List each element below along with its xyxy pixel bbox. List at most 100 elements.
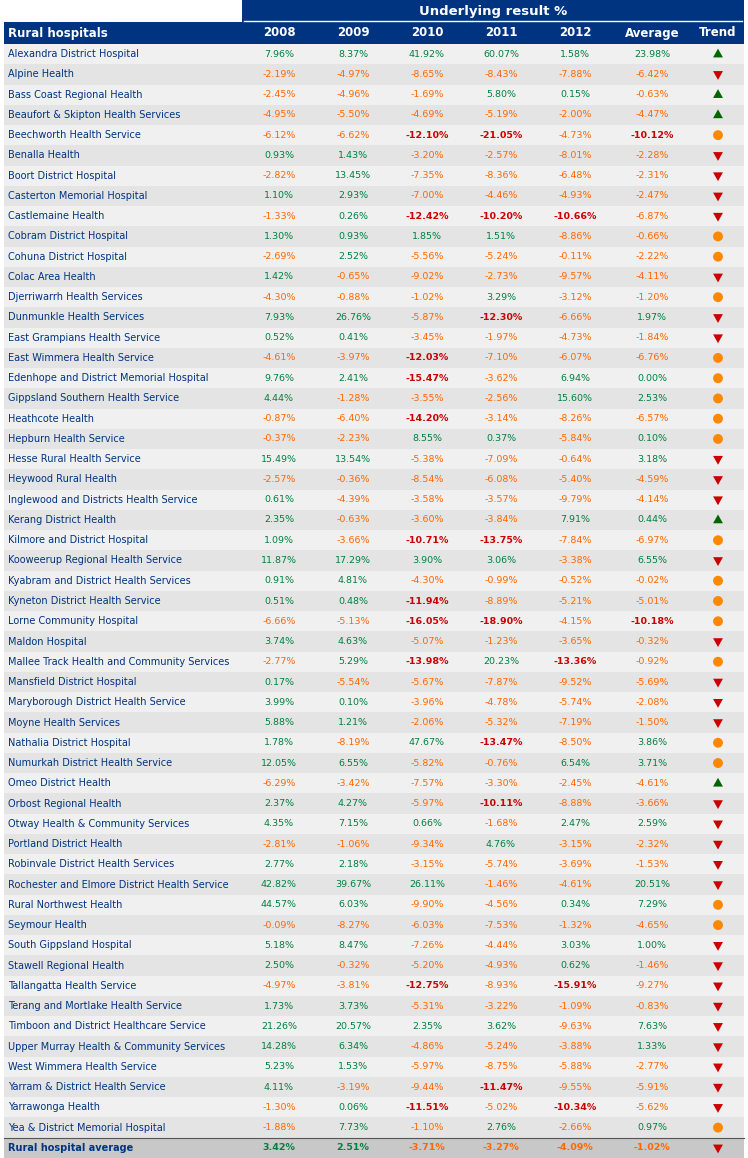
Text: Mansfield District Hospital: Mansfield District Hospital: [8, 677, 136, 687]
Text: 6.54%: 6.54%: [560, 758, 590, 768]
Circle shape: [713, 596, 723, 606]
Text: 0.41%: 0.41%: [338, 334, 368, 343]
Text: 2010: 2010: [411, 27, 444, 39]
Bar: [4, 955, 744, 976]
Text: -0.83%: -0.83%: [635, 1002, 669, 1011]
Text: Orbost Regional Health: Orbost Regional Health: [8, 799, 121, 808]
Text: -5.97%: -5.97%: [411, 1062, 444, 1071]
Circle shape: [713, 921, 723, 930]
Polygon shape: [713, 314, 723, 323]
Text: -5.50%: -5.50%: [337, 110, 370, 119]
Text: 0.52%: 0.52%: [264, 334, 294, 343]
Polygon shape: [713, 1003, 723, 1012]
Polygon shape: [713, 800, 723, 809]
Text: 1.51%: 1.51%: [486, 232, 516, 241]
Polygon shape: [713, 982, 723, 991]
Text: -10.66%: -10.66%: [554, 212, 597, 221]
Text: Kerang District Health: Kerang District Health: [8, 515, 116, 525]
Text: -4.30%: -4.30%: [410, 577, 444, 585]
Text: -5.54%: -5.54%: [337, 677, 370, 687]
Text: 1.43%: 1.43%: [338, 151, 368, 160]
Text: 0.15%: 0.15%: [560, 90, 590, 100]
Text: 26.11%: 26.11%: [409, 880, 445, 889]
Text: -3.66%: -3.66%: [337, 536, 370, 544]
Circle shape: [713, 1122, 723, 1133]
Text: Lorne Community Hospital: Lorne Community Hospital: [8, 616, 138, 626]
Text: 7.15%: 7.15%: [338, 820, 368, 828]
Text: Heywood Rural Health: Heywood Rural Health: [8, 475, 117, 484]
Text: 3.29%: 3.29%: [486, 293, 516, 302]
Text: -7.10%: -7.10%: [484, 353, 518, 362]
Text: -4.30%: -4.30%: [263, 293, 295, 302]
Text: 2.50%: 2.50%: [264, 961, 294, 970]
Text: -3.81%: -3.81%: [337, 981, 370, 990]
Text: -2.73%: -2.73%: [484, 272, 518, 281]
Text: -6.57%: -6.57%: [635, 415, 669, 423]
Text: -5.13%: -5.13%: [337, 617, 370, 625]
Text: -1.02%: -1.02%: [411, 293, 444, 302]
Text: -0.92%: -0.92%: [635, 658, 669, 666]
Text: -6.87%: -6.87%: [635, 212, 669, 221]
Text: -4.09%: -4.09%: [557, 1143, 593, 1152]
Text: Colac Area Health: Colac Area Health: [8, 272, 96, 281]
Text: -5.69%: -5.69%: [635, 677, 669, 687]
Text: -11.47%: -11.47%: [479, 1083, 523, 1092]
Polygon shape: [713, 841, 723, 850]
Polygon shape: [713, 962, 723, 972]
Text: 3.62%: 3.62%: [486, 1021, 516, 1031]
Text: Portland District Health: Portland District Health: [8, 840, 123, 849]
Text: 3.86%: 3.86%: [637, 739, 667, 747]
Polygon shape: [713, 638, 723, 647]
Text: Otway Health & Community Services: Otway Health & Community Services: [8, 819, 189, 829]
Text: -5.31%: -5.31%: [410, 1002, 444, 1011]
Text: -12.75%: -12.75%: [405, 981, 449, 990]
Text: -3.84%: -3.84%: [484, 515, 518, 525]
Text: -5.20%: -5.20%: [411, 961, 444, 970]
Text: -0.09%: -0.09%: [263, 921, 295, 930]
Text: Gippsland Southern Health Service: Gippsland Southern Health Service: [8, 394, 179, 403]
Text: 7.73%: 7.73%: [338, 1123, 368, 1133]
Text: Alexandra District Hospital: Alexandra District Hospital: [8, 49, 139, 59]
Text: -5.62%: -5.62%: [635, 1102, 669, 1112]
Text: -4.47%: -4.47%: [635, 110, 669, 119]
Bar: [4, 166, 744, 185]
Text: Moyne Health Services: Moyne Health Services: [8, 718, 120, 727]
Polygon shape: [713, 1043, 723, 1053]
Text: -4.69%: -4.69%: [411, 110, 444, 119]
Bar: [4, 550, 744, 571]
Text: 2.76%: 2.76%: [486, 1123, 516, 1133]
Text: -5.91%: -5.91%: [635, 1083, 669, 1092]
Text: -5.56%: -5.56%: [411, 252, 444, 262]
Bar: [4, 814, 744, 834]
Text: -4.97%: -4.97%: [337, 69, 370, 79]
Bar: [4, 85, 744, 104]
Text: -2.22%: -2.22%: [635, 252, 669, 262]
Text: 2.52%: 2.52%: [338, 252, 368, 262]
Text: -1.10%: -1.10%: [411, 1123, 444, 1133]
Text: 0.91%: 0.91%: [264, 577, 294, 585]
Text: Yarrawonga Health: Yarrawonga Health: [8, 1102, 100, 1113]
Text: 1.10%: 1.10%: [264, 191, 294, 200]
Text: -1.68%: -1.68%: [484, 820, 518, 828]
Text: 0.34%: 0.34%: [560, 900, 590, 909]
Text: 1.33%: 1.33%: [637, 1042, 667, 1051]
Text: 5.23%: 5.23%: [264, 1062, 294, 1071]
Text: Dunmunkle Health Services: Dunmunkle Health Services: [8, 313, 144, 322]
Polygon shape: [713, 862, 723, 870]
Bar: [4, 712, 744, 733]
Bar: [4, 388, 744, 409]
Text: -4.14%: -4.14%: [635, 496, 669, 504]
Text: 4.63%: 4.63%: [338, 637, 368, 646]
Text: Upper Murray Health & Community Services: Upper Murray Health & Community Services: [8, 1041, 225, 1051]
Text: 6.55%: 6.55%: [338, 758, 368, 768]
Text: Inglewood and Districts Health Service: Inglewood and Districts Health Service: [8, 494, 197, 505]
Polygon shape: [713, 719, 723, 728]
Polygon shape: [713, 821, 723, 829]
Text: 47.67%: 47.67%: [409, 739, 445, 747]
Text: -0.32%: -0.32%: [337, 961, 370, 970]
Text: -1.28%: -1.28%: [337, 394, 370, 403]
Bar: [4, 936, 744, 955]
Text: -1.88%: -1.88%: [263, 1123, 295, 1133]
Text: -0.02%: -0.02%: [635, 577, 669, 585]
Text: Cobram District Hospital: Cobram District Hospital: [8, 232, 128, 241]
